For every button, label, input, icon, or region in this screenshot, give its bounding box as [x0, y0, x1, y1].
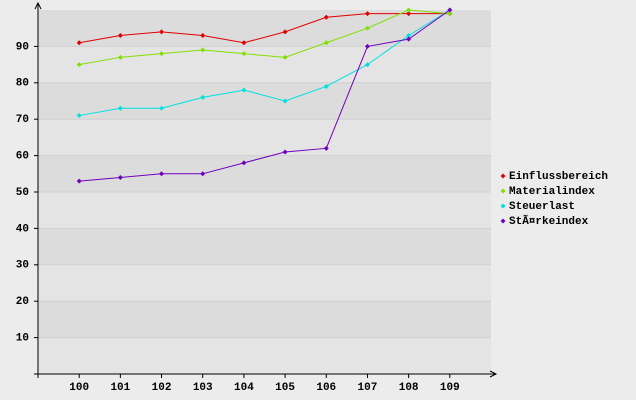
point [117, 54, 123, 60]
point [159, 51, 165, 57]
point [200, 94, 206, 100]
plot-band [38, 82, 491, 120]
legend-marker [500, 203, 506, 209]
y-axis-arrow [34, 1, 42, 10]
x-tick-label: 106 [316, 382, 336, 394]
point [76, 62, 82, 68]
point [200, 32, 206, 38]
point [117, 174, 123, 180]
y-tick-label: 70 [16, 114, 29, 126]
legend-label: Einflussbereich [509, 171, 608, 183]
series-line [79, 9, 450, 66]
legend-marker [500, 173, 506, 179]
y-tick-label: 20 [16, 296, 29, 308]
legend-label: Steuerlast [509, 201, 575, 213]
x-tick-label: 109 [440, 382, 460, 394]
point [282, 54, 288, 60]
legend-marker [500, 218, 506, 224]
plot-band [38, 119, 491, 156]
x-tick-label: 101 [110, 382, 130, 394]
y-tick-label: 60 [16, 151, 29, 163]
point [117, 32, 123, 38]
point [364, 11, 370, 17]
x-tick-label: 105 [275, 382, 295, 394]
plot-band [38, 228, 491, 265]
x-tick-label: 100 [69, 382, 89, 394]
point [241, 51, 247, 57]
series-line [79, 13, 450, 44]
x-tick-label: 108 [399, 382, 419, 394]
point [282, 98, 288, 104]
plot-band [38, 46, 491, 83]
point [406, 11, 412, 17]
plot-band [38, 264, 491, 302]
point [364, 25, 370, 31]
plot-band [38, 301, 491, 338]
legend-label: Materialindex [509, 186, 595, 198]
point [76, 40, 82, 46]
point [323, 14, 329, 20]
point [159, 29, 165, 35]
point [117, 105, 123, 111]
point [159, 105, 165, 111]
point [406, 7, 412, 13]
point [241, 160, 247, 166]
point [282, 149, 288, 155]
plot-band [38, 192, 491, 229]
point [406, 36, 412, 42]
point [241, 40, 247, 46]
y-tick-label: 50 [16, 187, 29, 199]
x-tick-label: 102 [152, 382, 172, 394]
x-tick-label: 104 [234, 382, 254, 394]
x-axis-arrow [489, 370, 498, 378]
y-tick-label: 90 [16, 41, 29, 53]
x-tick-label: 107 [358, 382, 378, 394]
point [323, 145, 329, 151]
y-tick-label: 30 [16, 260, 29, 272]
x-tick-label: 103 [193, 382, 213, 394]
plot-band [38, 155, 491, 192]
point [364, 43, 370, 49]
point [200, 47, 206, 53]
y-tick-label: 40 [16, 223, 29, 235]
y-tick-label: 80 [16, 78, 29, 90]
point [447, 7, 453, 13]
point [323, 40, 329, 46]
point [159, 171, 165, 177]
point [364, 62, 370, 68]
point [282, 29, 288, 35]
legend-marker [500, 188, 506, 194]
legend-label: StÃ¤rkeindex [509, 214, 589, 228]
series-line [79, 9, 451, 182]
point [406, 32, 412, 38]
point [447, 11, 453, 17]
y-tick-label: 10 [16, 333, 29, 345]
point [200, 171, 206, 177]
point [323, 83, 329, 89]
series-line [79, 9, 451, 117]
point [76, 178, 82, 184]
point [76, 113, 82, 119]
plot-band [38, 337, 491, 374]
point [241, 87, 247, 93]
plot-band [38, 10, 491, 47]
